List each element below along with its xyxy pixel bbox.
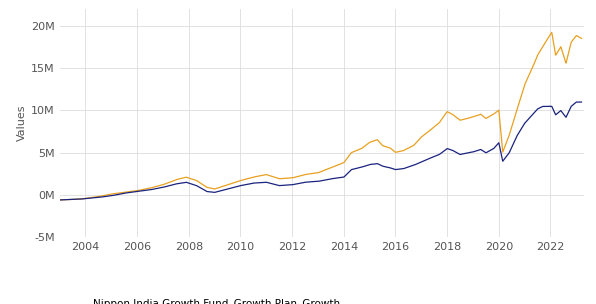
Nippon India Growth Fund–Growth Plan–Growth
Option [548, 31, 555, 34]
NIFTY 50 TRI [576, 100, 583, 104]
Nippon India Growth Fund–Growth Plan–Growth
Option [56, 198, 63, 202]
NIFTY 50 TRI [56, 198, 63, 202]
NIFTY 50 TRI [498, 154, 505, 158]
NIFTY 50 TRI [293, 182, 300, 186]
Nippon India Growth Fund–Growth Plan–Growth
Option [113, 192, 120, 195]
Nippon India Growth Fund–Growth Plan–Growth
Option [128, 190, 135, 193]
NIFTY 50 TRI [128, 190, 135, 194]
Nippon India Growth Fund–Growth Plan–Growth
Option [578, 36, 585, 40]
Legend: Nippon India Growth Fund–Growth Plan–Growth
Option, NIFTY 50 TRI: Nippon India Growth Fund–Growth Plan–Gro… [65, 299, 446, 304]
Nippon India Growth Fund–Growth Plan–Growth
Option [70, 198, 77, 201]
NIFTY 50 TRI [578, 100, 585, 104]
NIFTY 50 TRI [70, 198, 77, 201]
Line: NIFTY 50 TRI: NIFTY 50 TRI [60, 102, 582, 200]
Nippon India Growth Fund–Growth Plan–Growth
Option [293, 175, 300, 178]
Nippon India Growth Fund–Growth Plan–Growth
Option [498, 139, 505, 143]
NIFTY 50 TRI [113, 193, 120, 196]
Y-axis label: Values: Values [17, 105, 27, 141]
NIFTY 50 TRI [97, 195, 104, 199]
Line: Nippon India Growth Fund–Growth Plan–Growth
Option: Nippon India Growth Fund–Growth Plan–Gro… [60, 33, 582, 200]
Nippon India Growth Fund–Growth Plan–Growth
Option [97, 195, 104, 198]
